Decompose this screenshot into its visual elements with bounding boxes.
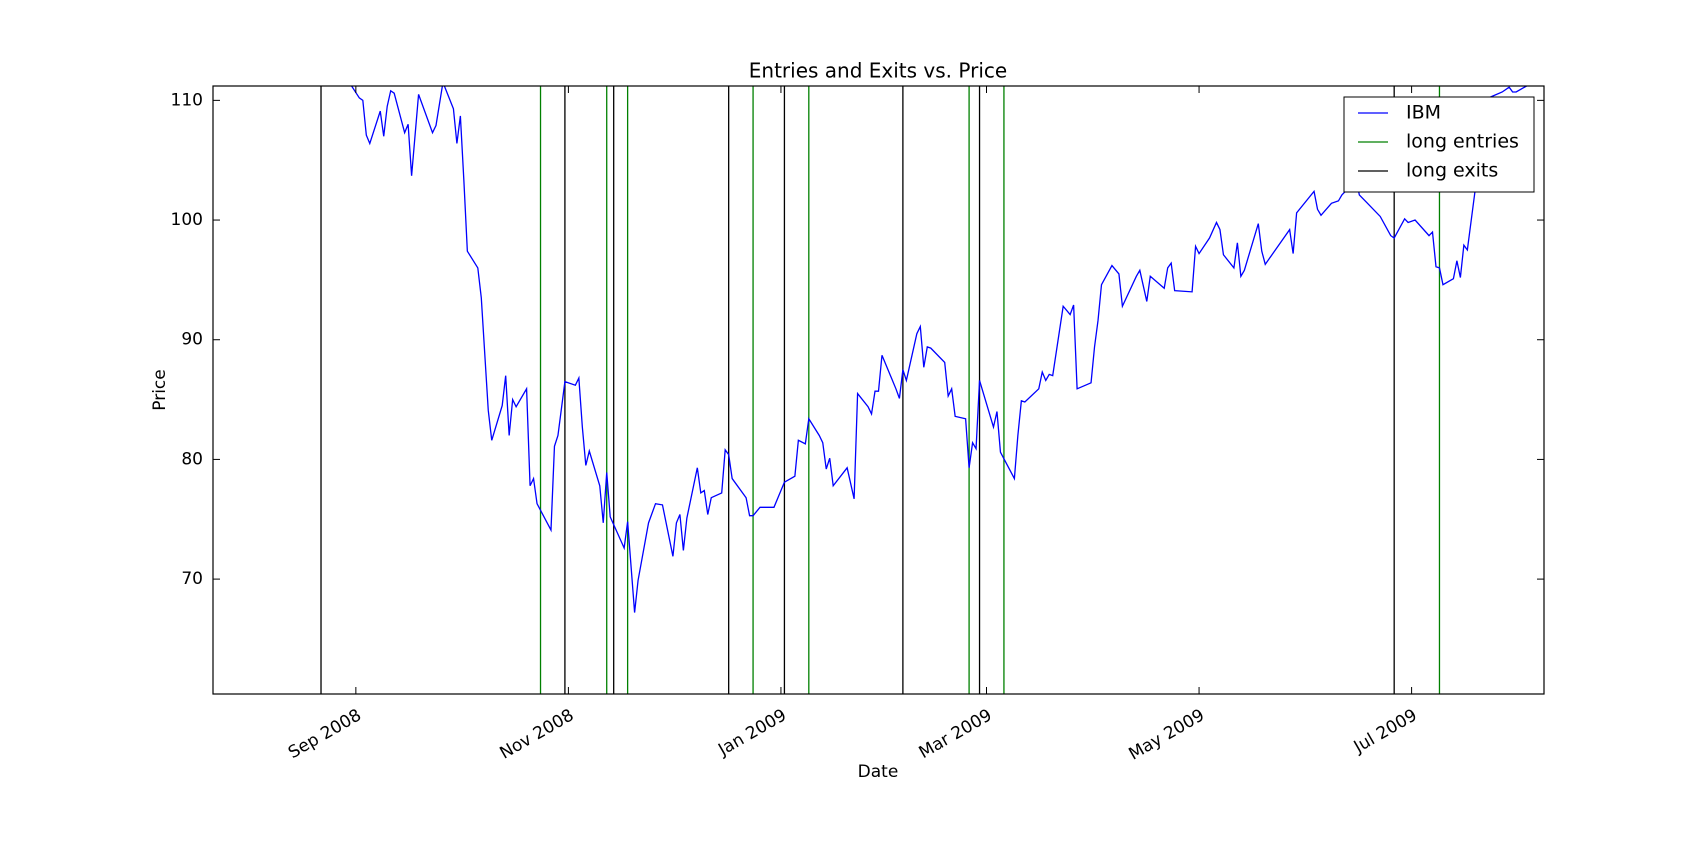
legend-label: IBM [1406,102,1441,124]
y-tick-label: 110 [171,90,203,110]
x-tick-label: Jan 2009 [714,705,790,760]
y-tick-label: 70 [181,569,203,589]
y-tick-label: 100 [171,210,203,230]
x-tick-label: Jul 2009 [1350,705,1421,757]
legend-label: long exits [1406,160,1498,182]
x-tick-label: May 2009 [1125,705,1208,764]
legend-label: long entries [1406,131,1519,153]
x-axis-label: Date [858,762,899,782]
y-tick-label: 90 [181,330,203,350]
x-tick-label: Sep 2008 [285,705,365,763]
x-tick-label: Mar 2009 [916,705,996,763]
legend: IBM long entries long exits [1343,96,1535,193]
plot-area [320,86,1527,694]
chart-title: Entries and Exits vs. Price [749,59,1007,83]
plot-frame [212,85,1545,695]
price-line [350,86,1527,613]
x-tick-label: Nov 2008 [497,705,578,763]
y-tick-label: 80 [181,449,203,469]
y-axis-label: Price [150,369,170,410]
